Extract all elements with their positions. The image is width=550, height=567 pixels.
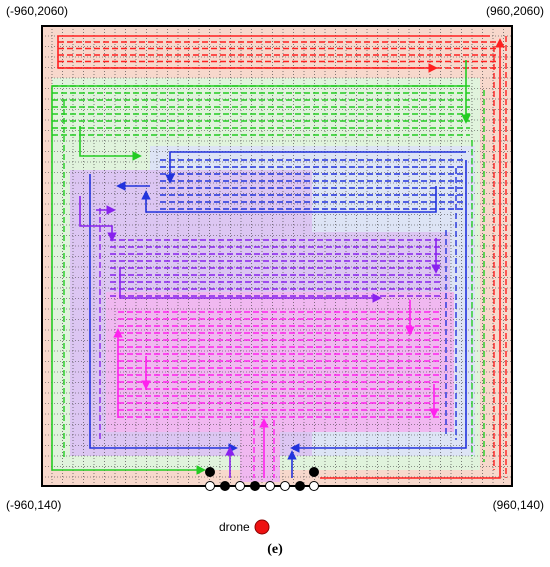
area-boundary	[41, 25, 513, 487]
start-dot	[265, 481, 275, 491]
drone-marker	[254, 519, 270, 535]
corner-label-top-left: (-960,2060)	[6, 4, 69, 18]
start-dot	[220, 481, 230, 491]
start-dot	[205, 481, 215, 491]
magenta-zone	[106, 292, 454, 432]
start-dot	[309, 481, 319, 491]
start-points	[205, 467, 319, 491]
violet-arrow	[119, 268, 382, 303]
red-arrow	[57, 35, 490, 73]
blue-arrow	[141, 186, 437, 213]
start-dot	[295, 481, 305, 491]
violet-zone-upper	[110, 232, 450, 292]
start-dot	[250, 481, 260, 491]
corner-label-top-right: (960,2060)	[485, 4, 544, 18]
red-arrow	[320, 38, 505, 479]
violet-arrow	[79, 196, 117, 242]
coverage-paths	[51, 35, 507, 479]
start-dot	[280, 481, 290, 491]
blue-arrow	[165, 151, 466, 184]
corner-label-bottom-left: (-960,140)	[6, 498, 62, 512]
start-dot	[205, 467, 215, 477]
blue-arrow	[89, 174, 238, 453]
green-arrow	[79, 126, 142, 161]
start-dot	[309, 467, 319, 477]
zones	[42, 26, 512, 486]
blue-arrow	[290, 160, 467, 453]
start-dot	[235, 481, 245, 491]
green-arrow	[51, 85, 466, 475]
drone-label: drone	[219, 520, 250, 534]
figure-caption: (e)	[267, 542, 283, 557]
corner-label-bottom-right: (960,140)	[492, 498, 544, 512]
